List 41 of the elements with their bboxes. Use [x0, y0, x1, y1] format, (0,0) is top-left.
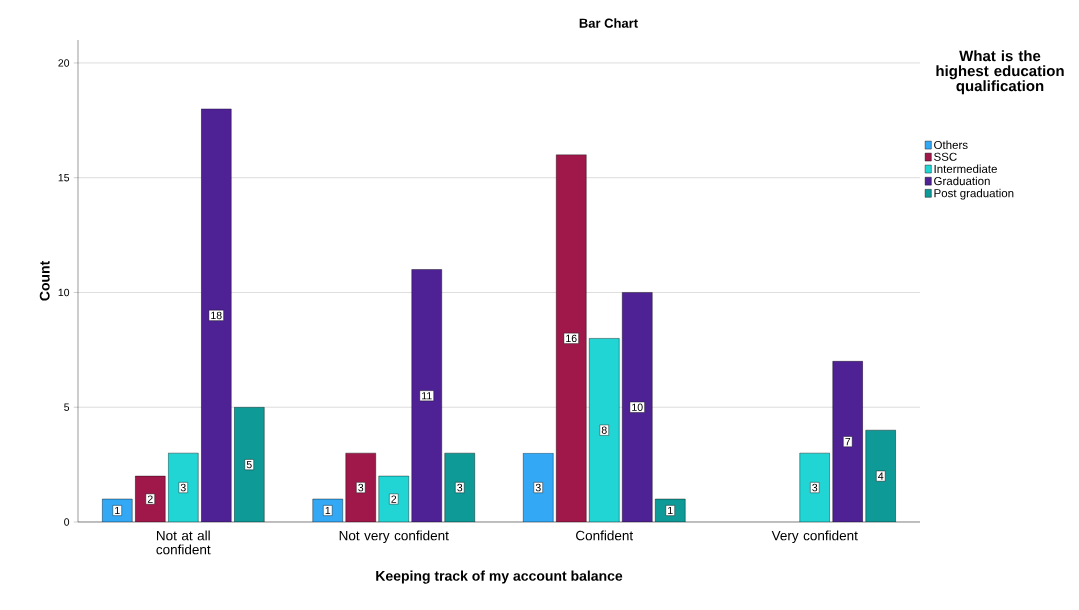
data-label: 2: [391, 495, 397, 503]
data-label: 2: [147, 495, 153, 503]
data-label: 4: [878, 472, 884, 480]
data-label: 3: [358, 483, 364, 492]
bar: [345, 453, 376, 522]
data-label: 1: [668, 506, 673, 515]
bar: [589, 338, 620, 522]
y-tick-label: 10: [58, 288, 70, 297]
y-tick-label: 5: [64, 403, 70, 411]
legend-label: Intermediate: [934, 164, 997, 173]
legend-title: What is the highest education qualification: [936, 50, 1064, 95]
bar: [556, 154, 587, 522]
data-label: 3: [535, 483, 541, 492]
data-label: 1: [325, 506, 331, 515]
data-label: 1: [115, 506, 120, 515]
x-axis-title: Keeping track of my account balance: [376, 570, 623, 584]
data-label: 3: [812, 483, 818, 492]
x-tick-label: Not very confident: [339, 530, 449, 544]
x-tick-label: Confident: [576, 530, 634, 541]
x-tick-label: Not at all confident: [156, 530, 211, 555]
data-label: 16: [566, 334, 577, 343]
y-axis-title: Count: [39, 260, 50, 301]
legend-label: SSC: [934, 152, 957, 161]
legend-label: Graduation: [934, 176, 990, 186]
data-label: 3: [180, 483, 186, 492]
data-label: 3: [457, 483, 463, 492]
y-tick-label: 20: [58, 59, 70, 67]
data-label: 8: [601, 426, 607, 434]
chart-title: Bar Chart: [579, 18, 638, 28]
y-tick-label: 0: [64, 518, 70, 526]
data-label: 5: [246, 460, 252, 469]
data-label: 18: [211, 311, 222, 320]
data-label: 10: [632, 403, 643, 411]
legend-label: Post graduation: [934, 188, 1014, 200]
legend-label: Others: [934, 140, 968, 150]
data-label: 11: [422, 392, 432, 400]
x-tick-label: Very confident: [771, 530, 858, 544]
bar: [168, 453, 199, 522]
bar: [799, 452, 830, 522]
data-label: 7: [845, 438, 851, 446]
y-tick-label: 15: [58, 174, 70, 182]
